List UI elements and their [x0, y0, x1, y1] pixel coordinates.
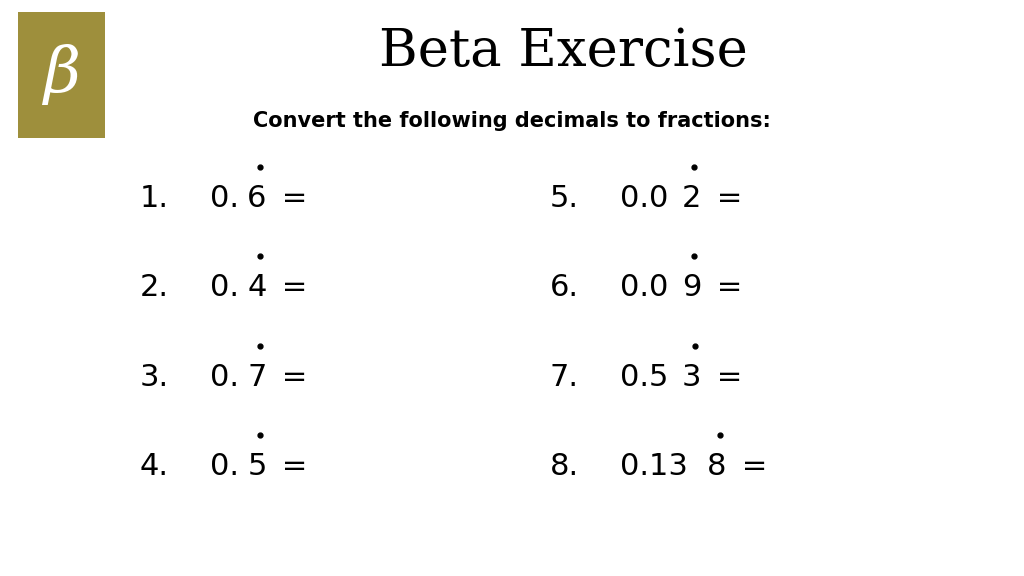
Text: 0.: 0. [210, 274, 239, 302]
Text: =: = [272, 274, 308, 302]
Text: =: = [272, 363, 308, 392]
Text: 1.: 1. [140, 184, 169, 213]
Text: 8.: 8. [550, 452, 579, 481]
FancyBboxPatch shape [18, 12, 105, 138]
Text: 0.5: 0.5 [620, 363, 668, 392]
Text: 0.: 0. [210, 363, 239, 392]
Text: 6: 6 [248, 184, 266, 213]
Text: =: = [707, 274, 742, 302]
Text: 9: 9 [682, 274, 701, 302]
Text: 0.: 0. [210, 184, 239, 213]
Text: 0.: 0. [210, 452, 239, 481]
Text: 0.0: 0.0 [620, 184, 668, 213]
Text: =: = [272, 452, 308, 481]
Text: =: = [732, 452, 768, 481]
Text: =: = [708, 363, 742, 392]
Text: 8: 8 [708, 452, 727, 481]
Text: 2: 2 [682, 184, 701, 213]
Text: 4: 4 [248, 274, 266, 302]
Text: 0.13: 0.13 [620, 452, 687, 481]
Text: 6.: 6. [550, 274, 579, 302]
Text: 4.: 4. [140, 452, 169, 481]
Text: 7: 7 [248, 363, 266, 392]
Text: 0.0: 0.0 [620, 274, 668, 302]
Text: Beta Exercise: Beta Exercise [379, 26, 748, 77]
Text: 7.: 7. [550, 363, 579, 392]
Text: 5.: 5. [550, 184, 579, 213]
Text: 2.: 2. [140, 274, 169, 302]
Text: =: = [707, 184, 742, 213]
Text: =: = [272, 184, 308, 213]
Text: 5: 5 [248, 452, 266, 481]
Text: 3.: 3. [140, 363, 169, 392]
Text: Convert the following decimals to fractions:: Convert the following decimals to fracti… [253, 111, 771, 131]
Text: 3: 3 [682, 363, 701, 392]
Text: β: β [43, 44, 81, 105]
